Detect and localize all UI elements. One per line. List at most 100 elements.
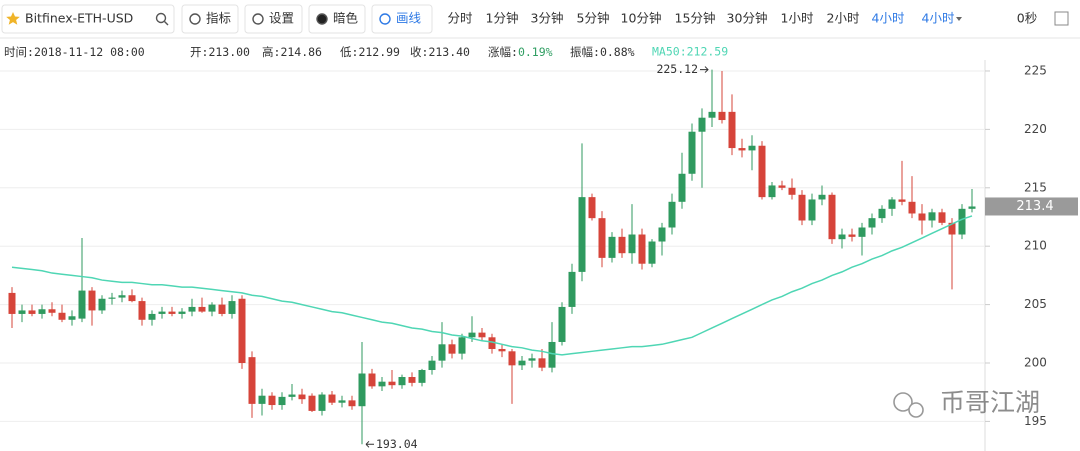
candle-body [918,213,926,221]
y-tick-label: 225 [1024,63,1047,77]
plot: 225.12 193.04 213.4 [8,62,1078,451]
candle-body [138,301,146,320]
candle-body [88,290,96,311]
y-tick-label: 210 [1024,239,1047,253]
candle-body [288,394,296,397]
candle-body [218,304,226,314]
period-option[interactable]: 3分钟 [531,11,564,26]
candle-body [458,337,466,354]
candle-body [648,241,656,264]
candle-body [268,395,276,406]
period-option[interactable]: 4小时 [922,11,955,26]
candle-body [488,337,496,349]
period-option[interactable]: 15分钟 [675,11,716,26]
info-value: 213.40 [428,45,470,59]
toolbar [0,0,1080,38]
y-tick-label: 220 [1024,122,1047,136]
candle-body [308,395,316,411]
y-tick-label: 205 [1024,297,1047,311]
candle-body [768,185,776,198]
symbol[interactable]: Bitfinex-ETH-USD [25,11,133,26]
min-label: 193.04 [376,437,418,451]
wechat-icon [908,402,924,418]
candle-body [838,234,846,240]
settings-icon[interactable] [1054,11,1069,26]
candle-body [148,313,156,320]
candle-body [548,341,556,368]
tool-button[interactable] [308,4,366,34]
candle-body [318,394,326,411]
candle-body [908,201,916,214]
info-value: 0.88% [600,45,635,59]
candle-body [888,199,896,209]
candle-body [828,194,836,240]
period-option[interactable]: 30分钟 [727,11,768,26]
candle-body [718,111,726,121]
info-item: 涨幅:0.19% [488,45,553,59]
candle-body [638,234,646,264]
star-icon[interactable] [6,12,20,25]
info-label: 收: [410,45,428,59]
period-option[interactable]: 5分钟 [577,11,610,26]
candle-body [708,111,716,118]
dropdown-arrow[interactable] [956,17,962,21]
candle-body [758,145,766,198]
info-item: 低:212.99 [340,45,400,59]
search-icon[interactable] [155,12,167,24]
candle-body [728,111,736,149]
info-value: 214.86 [280,45,322,59]
info-value: 212.99 [358,45,400,59]
tool-button[interactable] [371,4,433,34]
candle-body [248,357,256,404]
candle-body [848,234,856,237]
period-option[interactable]: 1分钟 [486,11,519,26]
candle-body [898,199,906,202]
info-value: 0.19% [518,45,553,59]
period-option[interactable]: 1小时 [781,11,814,26]
candle-body [78,290,86,319]
last-price: 213.4 [1016,199,1053,214]
info-item: 开:213.00 [190,45,250,59]
candle-body [468,332,476,338]
candle-body [128,295,136,302]
candle-body [38,309,46,314]
period-option[interactable]: 10分钟 [621,11,662,26]
grid: 195 200 205 210 215 220 225 [0,63,1047,428]
tool-button[interactable] [181,4,239,34]
candle-body [968,206,976,209]
max-arrow [700,66,709,73]
candle-body [878,208,886,219]
tool-button-label[interactable]: 暗色 [333,11,359,26]
period-option[interactable]: 2小时 [827,11,860,26]
period-option[interactable]: 分时 [447,11,473,26]
candle-body [388,381,396,386]
candle-body [558,306,566,342]
candle-body [48,309,56,313]
info-label: 低: [340,45,358,59]
tool-button-label[interactable]: 画线 [396,11,422,26]
candle-body [518,360,526,366]
candle-body [58,312,66,320]
tool-button-label[interactable]: 设置 [269,11,294,26]
candle-body [98,298,106,311]
symbol-box[interactable] [1,4,175,34]
candle-body [178,311,186,314]
info-value: 2018-11-12 08:00 [34,45,145,59]
tool-icon [189,13,201,25]
y-tick-label: 195 [1024,414,1047,428]
candle-body [528,358,536,361]
candle-body [578,197,586,272]
candle-body [338,400,346,403]
tool-button[interactable] [244,4,303,34]
info-label: 时间: [4,45,34,59]
candle-body [378,381,386,387]
candle-body [198,306,206,312]
candle-body [8,292,16,314]
candle-body [188,306,196,312]
ma-line [11,215,973,356]
candle-body [928,212,936,221]
candle-body [258,395,266,404]
tool-button-label[interactable]: 指标 [206,11,231,26]
period-option[interactable]: 4小时 [872,11,905,26]
